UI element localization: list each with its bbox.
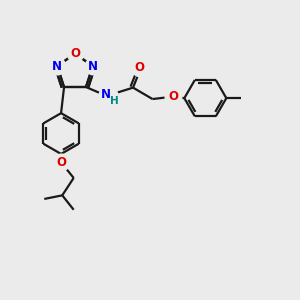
Text: H: H [110,96,118,106]
Text: O: O [56,156,66,169]
Text: O: O [135,61,145,74]
Text: N: N [101,88,111,101]
Text: N: N [52,60,62,73]
Text: O: O [168,90,178,103]
Text: O: O [70,47,80,60]
Text: N: N [88,60,98,73]
